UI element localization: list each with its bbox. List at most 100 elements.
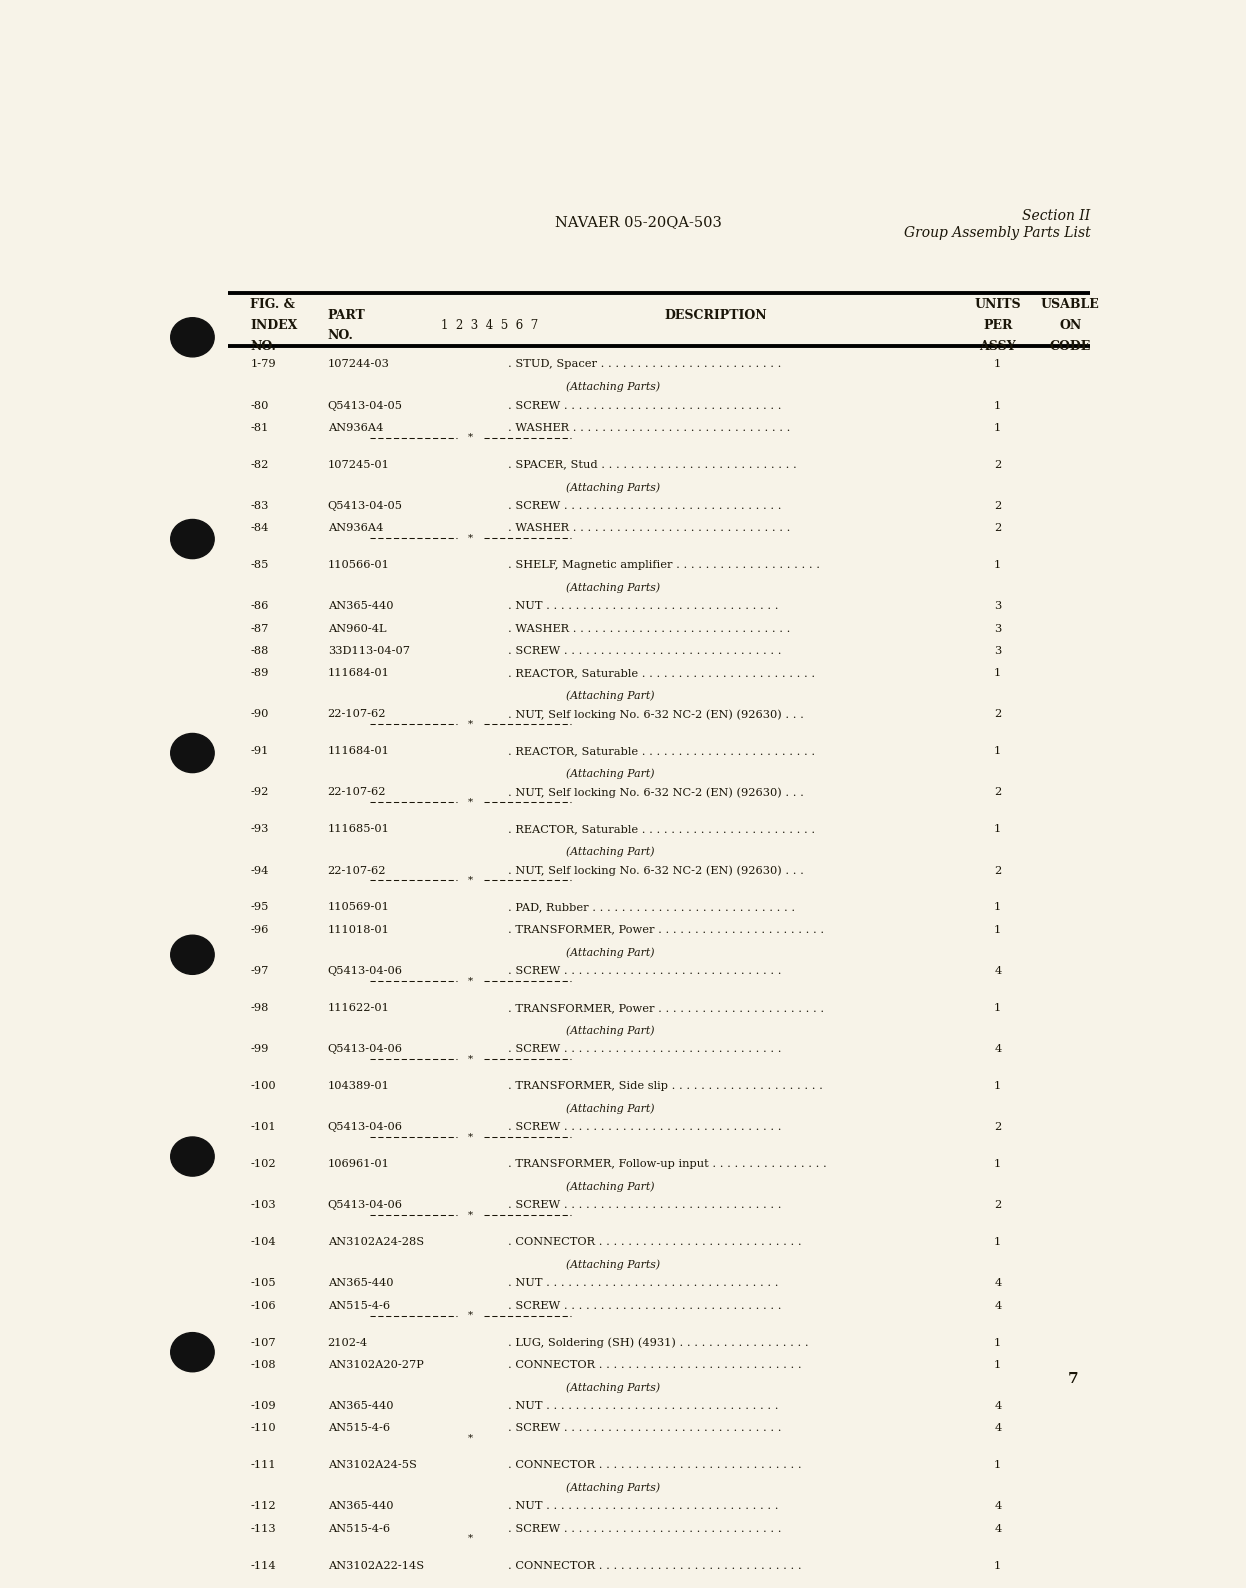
Text: -82: -82 — [250, 459, 269, 470]
Text: -89: -89 — [250, 669, 269, 678]
Text: (Attaching Parts): (Attaching Parts) — [566, 381, 660, 392]
Text: -101: -101 — [250, 1123, 277, 1132]
Text: Group Assembly Parts List: Group Assembly Parts List — [903, 225, 1090, 240]
Text: -103: -103 — [250, 1201, 277, 1210]
Text: INDEX: INDEX — [250, 319, 298, 332]
Text: -91: -91 — [250, 746, 269, 756]
Text: 4: 4 — [994, 1423, 1002, 1434]
Text: . SCREW . . . . . . . . . . . . . . . . . . . . . . . . . . . . . .: . SCREW . . . . . . . . . . . . . . . . … — [508, 966, 781, 977]
Text: . CONNECTOR . . . . . . . . . . . . . . . . . . . . . . . . . . . .: . CONNECTOR . . . . . . . . . . . . . . … — [508, 1237, 802, 1247]
Text: . WASHER . . . . . . . . . . . . . . . . . . . . . . . . . . . . . .: . WASHER . . . . . . . . . . . . . . . .… — [508, 422, 791, 434]
Text: -105: -105 — [250, 1278, 277, 1288]
Text: . NUT . . . . . . . . . . . . . . . . . . . . . . . . . . . . . . . .: . NUT . . . . . . . . . . . . . . . . . … — [508, 1502, 779, 1512]
Text: 2: 2 — [994, 1201, 1002, 1210]
Text: (Attaching Part): (Attaching Part) — [566, 846, 654, 858]
Text: *: * — [468, 877, 473, 885]
Text: . NUT, Self locking No. 6-32 NC-2 (EN) (92630) . . .: . NUT, Self locking No. 6-32 NC-2 (EN) (… — [508, 865, 804, 877]
Text: 2102-4: 2102-4 — [328, 1337, 368, 1348]
Ellipse shape — [171, 1137, 214, 1177]
Text: ASSY: ASSY — [979, 340, 1017, 353]
Text: NO.: NO. — [328, 329, 354, 343]
Text: -114: -114 — [250, 1561, 277, 1571]
Text: -88: -88 — [250, 646, 269, 656]
Text: 1: 1 — [994, 400, 1002, 411]
Text: -94: -94 — [250, 865, 269, 875]
Text: AN3102A24-28S: AN3102A24-28S — [328, 1237, 424, 1247]
Text: *: * — [468, 1534, 473, 1544]
Text: (Attaching Part): (Attaching Part) — [566, 691, 654, 700]
Text: . REACTOR, Saturable . . . . . . . . . . . . . . . . . . . . . . . .: . REACTOR, Saturable . . . . . . . . . .… — [508, 824, 815, 834]
Text: Q5413-04-06: Q5413-04-06 — [328, 1201, 402, 1210]
Text: 1: 1 — [994, 561, 1002, 570]
Text: -100: -100 — [250, 1081, 277, 1091]
Text: 4: 4 — [994, 966, 1002, 977]
Text: 110566-01: 110566-01 — [328, 561, 390, 570]
Text: -90: -90 — [250, 710, 269, 719]
Text: . TRANSFORMER, Follow-up input . . . . . . . . . . . . . . . .: . TRANSFORMER, Follow-up input . . . . .… — [508, 1159, 827, 1169]
Text: 111685-01: 111685-01 — [328, 824, 390, 834]
Text: Q5413-04-06: Q5413-04-06 — [328, 966, 402, 977]
Text: 1: 1 — [994, 669, 1002, 678]
Text: *: * — [468, 1210, 473, 1220]
Text: 1: 1 — [994, 1004, 1002, 1013]
Text: *: * — [468, 797, 473, 807]
Text: (Attaching Part): (Attaching Part) — [566, 1181, 654, 1193]
Text: 111684-01: 111684-01 — [328, 669, 390, 678]
Text: *: * — [468, 977, 473, 985]
Text: 1: 1 — [994, 1081, 1002, 1091]
Text: 107244-03: 107244-03 — [328, 359, 390, 370]
Text: 111622-01: 111622-01 — [328, 1004, 390, 1013]
Text: . REACTOR, Saturable . . . . . . . . . . . . . . . . . . . . . . . .: . REACTOR, Saturable . . . . . . . . . .… — [508, 669, 815, 678]
Text: . LUG, Soldering (SH) (4931) . . . . . . . . . . . . . . . . . .: . LUG, Soldering (SH) (4931) . . . . . .… — [508, 1337, 809, 1348]
Text: -80: -80 — [250, 400, 269, 411]
Text: PER: PER — [983, 319, 1013, 332]
Text: -84: -84 — [250, 522, 269, 534]
Text: . SHELF, Magnetic amplifier . . . . . . . . . . . . . . . . . . . .: . SHELF, Magnetic amplifier . . . . . . … — [508, 561, 820, 570]
Text: . WASHER . . . . . . . . . . . . . . . . . . . . . . . . . . . . . .: . WASHER . . . . . . . . . . . . . . . .… — [508, 522, 791, 534]
Text: DESCRIPTION: DESCRIPTION — [664, 308, 768, 321]
Text: . REACTOR, Saturable . . . . . . . . . . . . . . . . . . . . . . . .: . REACTOR, Saturable . . . . . . . . . .… — [508, 746, 815, 756]
Text: *: * — [468, 1132, 473, 1142]
Text: 4: 4 — [994, 1502, 1002, 1512]
Text: Q5413-04-06: Q5413-04-06 — [328, 1043, 402, 1054]
Text: UNITS: UNITS — [974, 299, 1022, 311]
Text: 2: 2 — [994, 1123, 1002, 1132]
Text: *: * — [468, 1434, 473, 1443]
Text: AN515-4-6: AN515-4-6 — [328, 1301, 390, 1310]
Text: . SCREW . . . . . . . . . . . . . . . . . . . . . . . . . . . . . .: . SCREW . . . . . . . . . . . . . . . . … — [508, 1043, 781, 1054]
Text: -107: -107 — [250, 1337, 277, 1348]
Text: 107245-01: 107245-01 — [328, 459, 390, 470]
Text: . SPACER, Stud . . . . . . . . . . . . . . . . . . . . . . . . . . .: . SPACER, Stud . . . . . . . . . . . . .… — [508, 459, 797, 470]
Text: AN3102A24-5S: AN3102A24-5S — [328, 1461, 416, 1470]
Ellipse shape — [171, 935, 214, 975]
Text: . NUT . . . . . . . . . . . . . . . . . . . . . . . . . . . . . . . .: . NUT . . . . . . . . . . . . . . . . . … — [508, 1278, 779, 1288]
Text: 1: 1 — [994, 422, 1002, 434]
Text: AN365-440: AN365-440 — [328, 1278, 394, 1288]
Text: . SCREW . . . . . . . . . . . . . . . . . . . . . . . . . . . . . .: . SCREW . . . . . . . . . . . . . . . . … — [508, 646, 781, 656]
Text: -97: -97 — [250, 966, 269, 977]
Text: -81: -81 — [250, 422, 269, 434]
Text: . TRANSFORMER, Power . . . . . . . . . . . . . . . . . . . . . . .: . TRANSFORMER, Power . . . . . . . . . .… — [508, 924, 825, 935]
Text: 1: 1 — [994, 359, 1002, 370]
Text: . SCREW . . . . . . . . . . . . . . . . . . . . . . . . . . . . . .: . SCREW . . . . . . . . . . . . . . . . … — [508, 1301, 781, 1310]
Text: . SCREW . . . . . . . . . . . . . . . . . . . . . . . . . . . . . .: . SCREW . . . . . . . . . . . . . . . . … — [508, 1423, 781, 1434]
Ellipse shape — [171, 734, 214, 773]
Text: FIG. &: FIG. & — [250, 299, 295, 311]
Text: . NUT . . . . . . . . . . . . . . . . . . . . . . . . . . . . . . . .: . NUT . . . . . . . . . . . . . . . . . … — [508, 602, 779, 611]
Text: -102: -102 — [250, 1159, 277, 1169]
Text: 2: 2 — [994, 522, 1002, 534]
Text: NAVAER 05-20QA-503: NAVAER 05-20QA-503 — [556, 214, 721, 229]
Text: Section II: Section II — [1022, 210, 1090, 222]
Text: -92: -92 — [250, 788, 269, 797]
Ellipse shape — [171, 1332, 214, 1372]
Text: . NUT . . . . . . . . . . . . . . . . . . . . . . . . . . . . . . . .: . NUT . . . . . . . . . . . . . . . . . … — [508, 1401, 779, 1412]
Text: Q5413-04-06: Q5413-04-06 — [328, 1123, 402, 1132]
Text: . CONNECTOR . . . . . . . . . . . . . . . . . . . . . . . . . . . .: . CONNECTOR . . . . . . . . . . . . . . … — [508, 1359, 802, 1370]
Text: . STUD, Spacer . . . . . . . . . . . . . . . . . . . . . . . . .: . STUD, Spacer . . . . . . . . . . . . .… — [508, 359, 781, 370]
Text: AN936A4: AN936A4 — [328, 422, 383, 434]
Text: -93: -93 — [250, 824, 269, 834]
Text: . SCREW . . . . . . . . . . . . . . . . . . . . . . . . . . . . . .: . SCREW . . . . . . . . . . . . . . . . … — [508, 500, 781, 511]
Text: 22-107-62: 22-107-62 — [328, 865, 386, 875]
Text: 4: 4 — [994, 1401, 1002, 1412]
Text: . NUT, Self locking No. 6-32 NC-2 (EN) (92630) . . .: . NUT, Self locking No. 6-32 NC-2 (EN) (… — [508, 710, 804, 719]
